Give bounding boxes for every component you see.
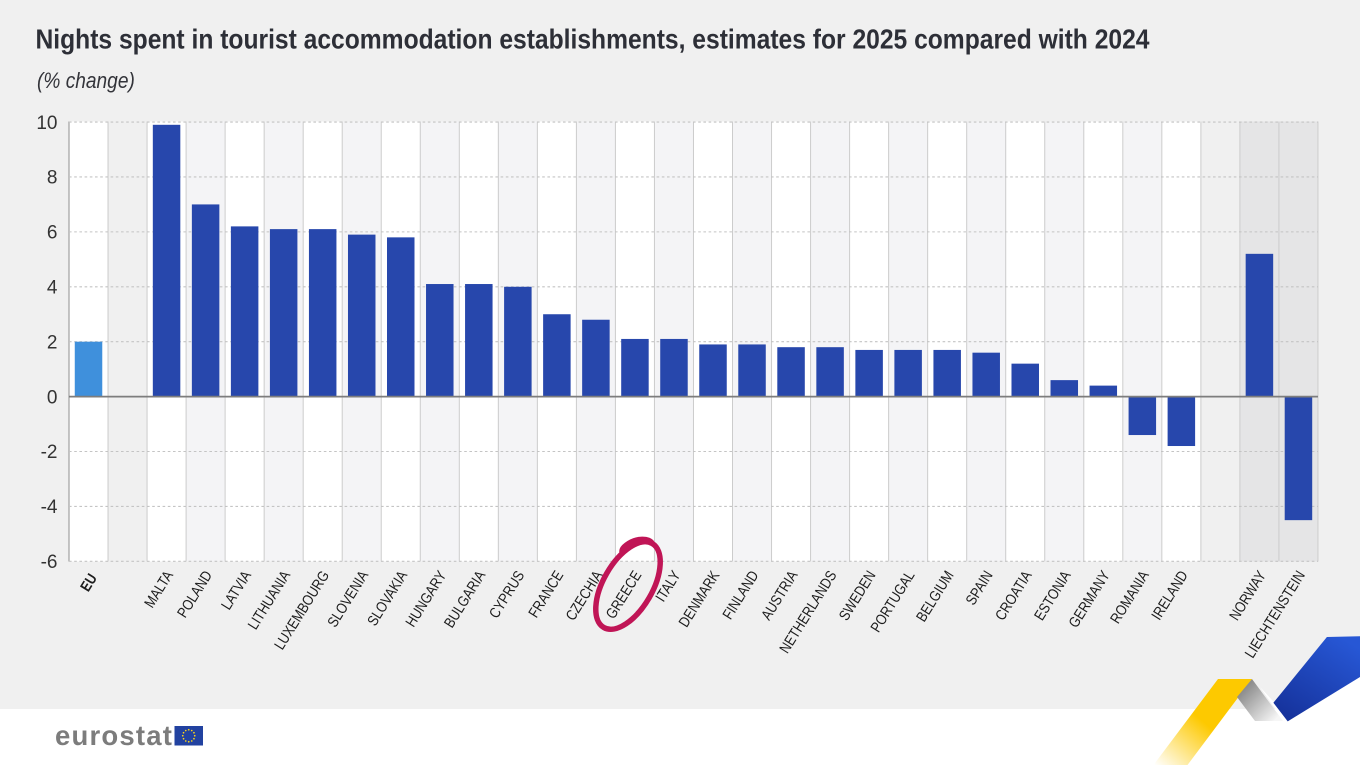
svg-text:(% change): (% change) xyxy=(37,69,135,94)
svg-text:eurostat: eurostat xyxy=(55,720,173,751)
svg-text:Nights spent in tourist accomm: Nights spent in tourist accommodation es… xyxy=(36,23,1150,55)
svg-text:2: 2 xyxy=(47,332,58,353)
svg-text:EU: EU xyxy=(76,570,100,594)
svg-text:0: 0 xyxy=(47,387,58,408)
svg-text:8: 8 xyxy=(47,168,58,189)
svg-text:6: 6 xyxy=(47,223,58,244)
svg-text:-6: -6 xyxy=(41,552,58,573)
svg-text:4: 4 xyxy=(47,277,58,298)
svg-text:10: 10 xyxy=(36,113,57,134)
svg-text:-2: -2 xyxy=(41,442,58,463)
svg-text:-4: -4 xyxy=(41,497,58,518)
